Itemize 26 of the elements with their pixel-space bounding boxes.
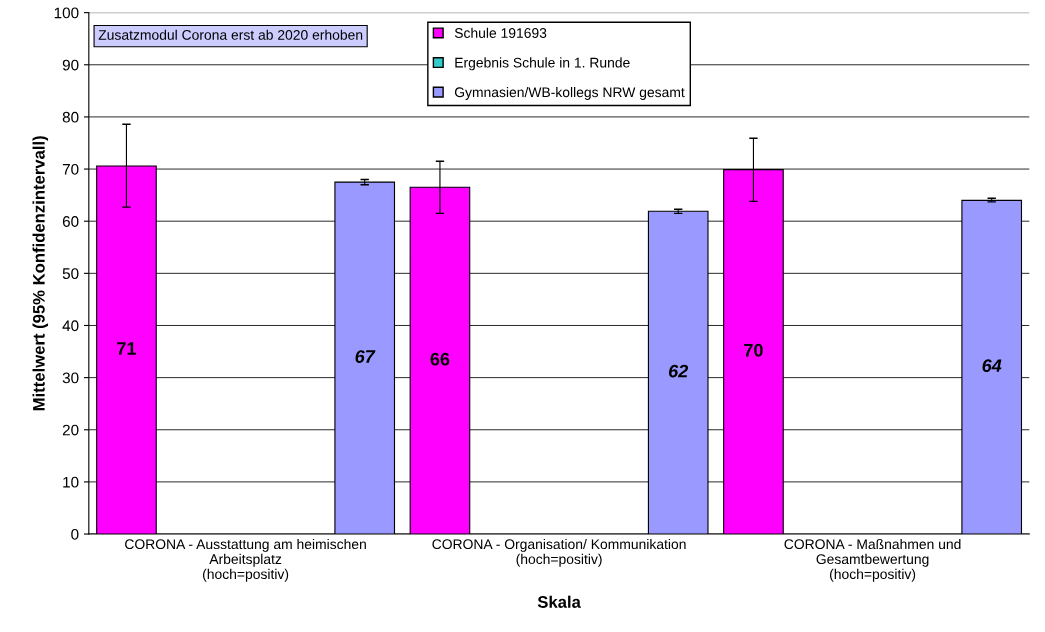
y-tick-label: 10 — [63, 476, 79, 488]
data-label: 71 — [117, 342, 136, 355]
annotation: Zusatzmodul Corona erst ab 2020 erhoben — [98, 29, 363, 40]
legend-label: Gymnasien/WB-kollegs NRW gesamt — [454, 86, 685, 100]
y-axis-title: Mittelwert (95% Konfidenzintervall) — [32, 136, 49, 411]
x-tick-label: CORONA - Organisation/ Kommunikation (hoch=positiv) — [432, 538, 686, 567]
y-tick-label: 80 — [62, 111, 79, 123]
y-tick-label: 30 — [62, 372, 79, 384]
legend-label: Ergebnis Schule in 1. Runde — [455, 57, 630, 71]
data-label: 67 — [355, 350, 376, 363]
y-tick-label: 70 — [62, 163, 79, 175]
data-label: 70 — [744, 343, 763, 357]
legend-label: Schule 191693 — [454, 27, 547, 38]
y-tick-label: 60 — [62, 216, 79, 227]
y-tick-label: 90 — [62, 59, 79, 71]
y-tick-label: 40 — [62, 320, 79, 332]
y-tick-label: 20 — [62, 424, 79, 436]
y-tick-label: 0 — [71, 528, 79, 540]
data-label: 66 — [430, 352, 450, 366]
x-axis-title: Skala — [537, 595, 581, 608]
data-label: 62 — [669, 364, 689, 378]
y-tick-label: 50 — [62, 268, 79, 280]
x-tick-label: CORONA - Ausstattung am heimischen Arbeitsplatz (hoch=positiv) — [125, 538, 366, 582]
y-tick-label: 100 — [54, 7, 79, 19]
x-tick-label: CORONA - Maßnahmen und Gesamtbewertung (hoch=positiv) — [784, 538, 961, 582]
data-label: 64 — [982, 359, 1002, 373]
